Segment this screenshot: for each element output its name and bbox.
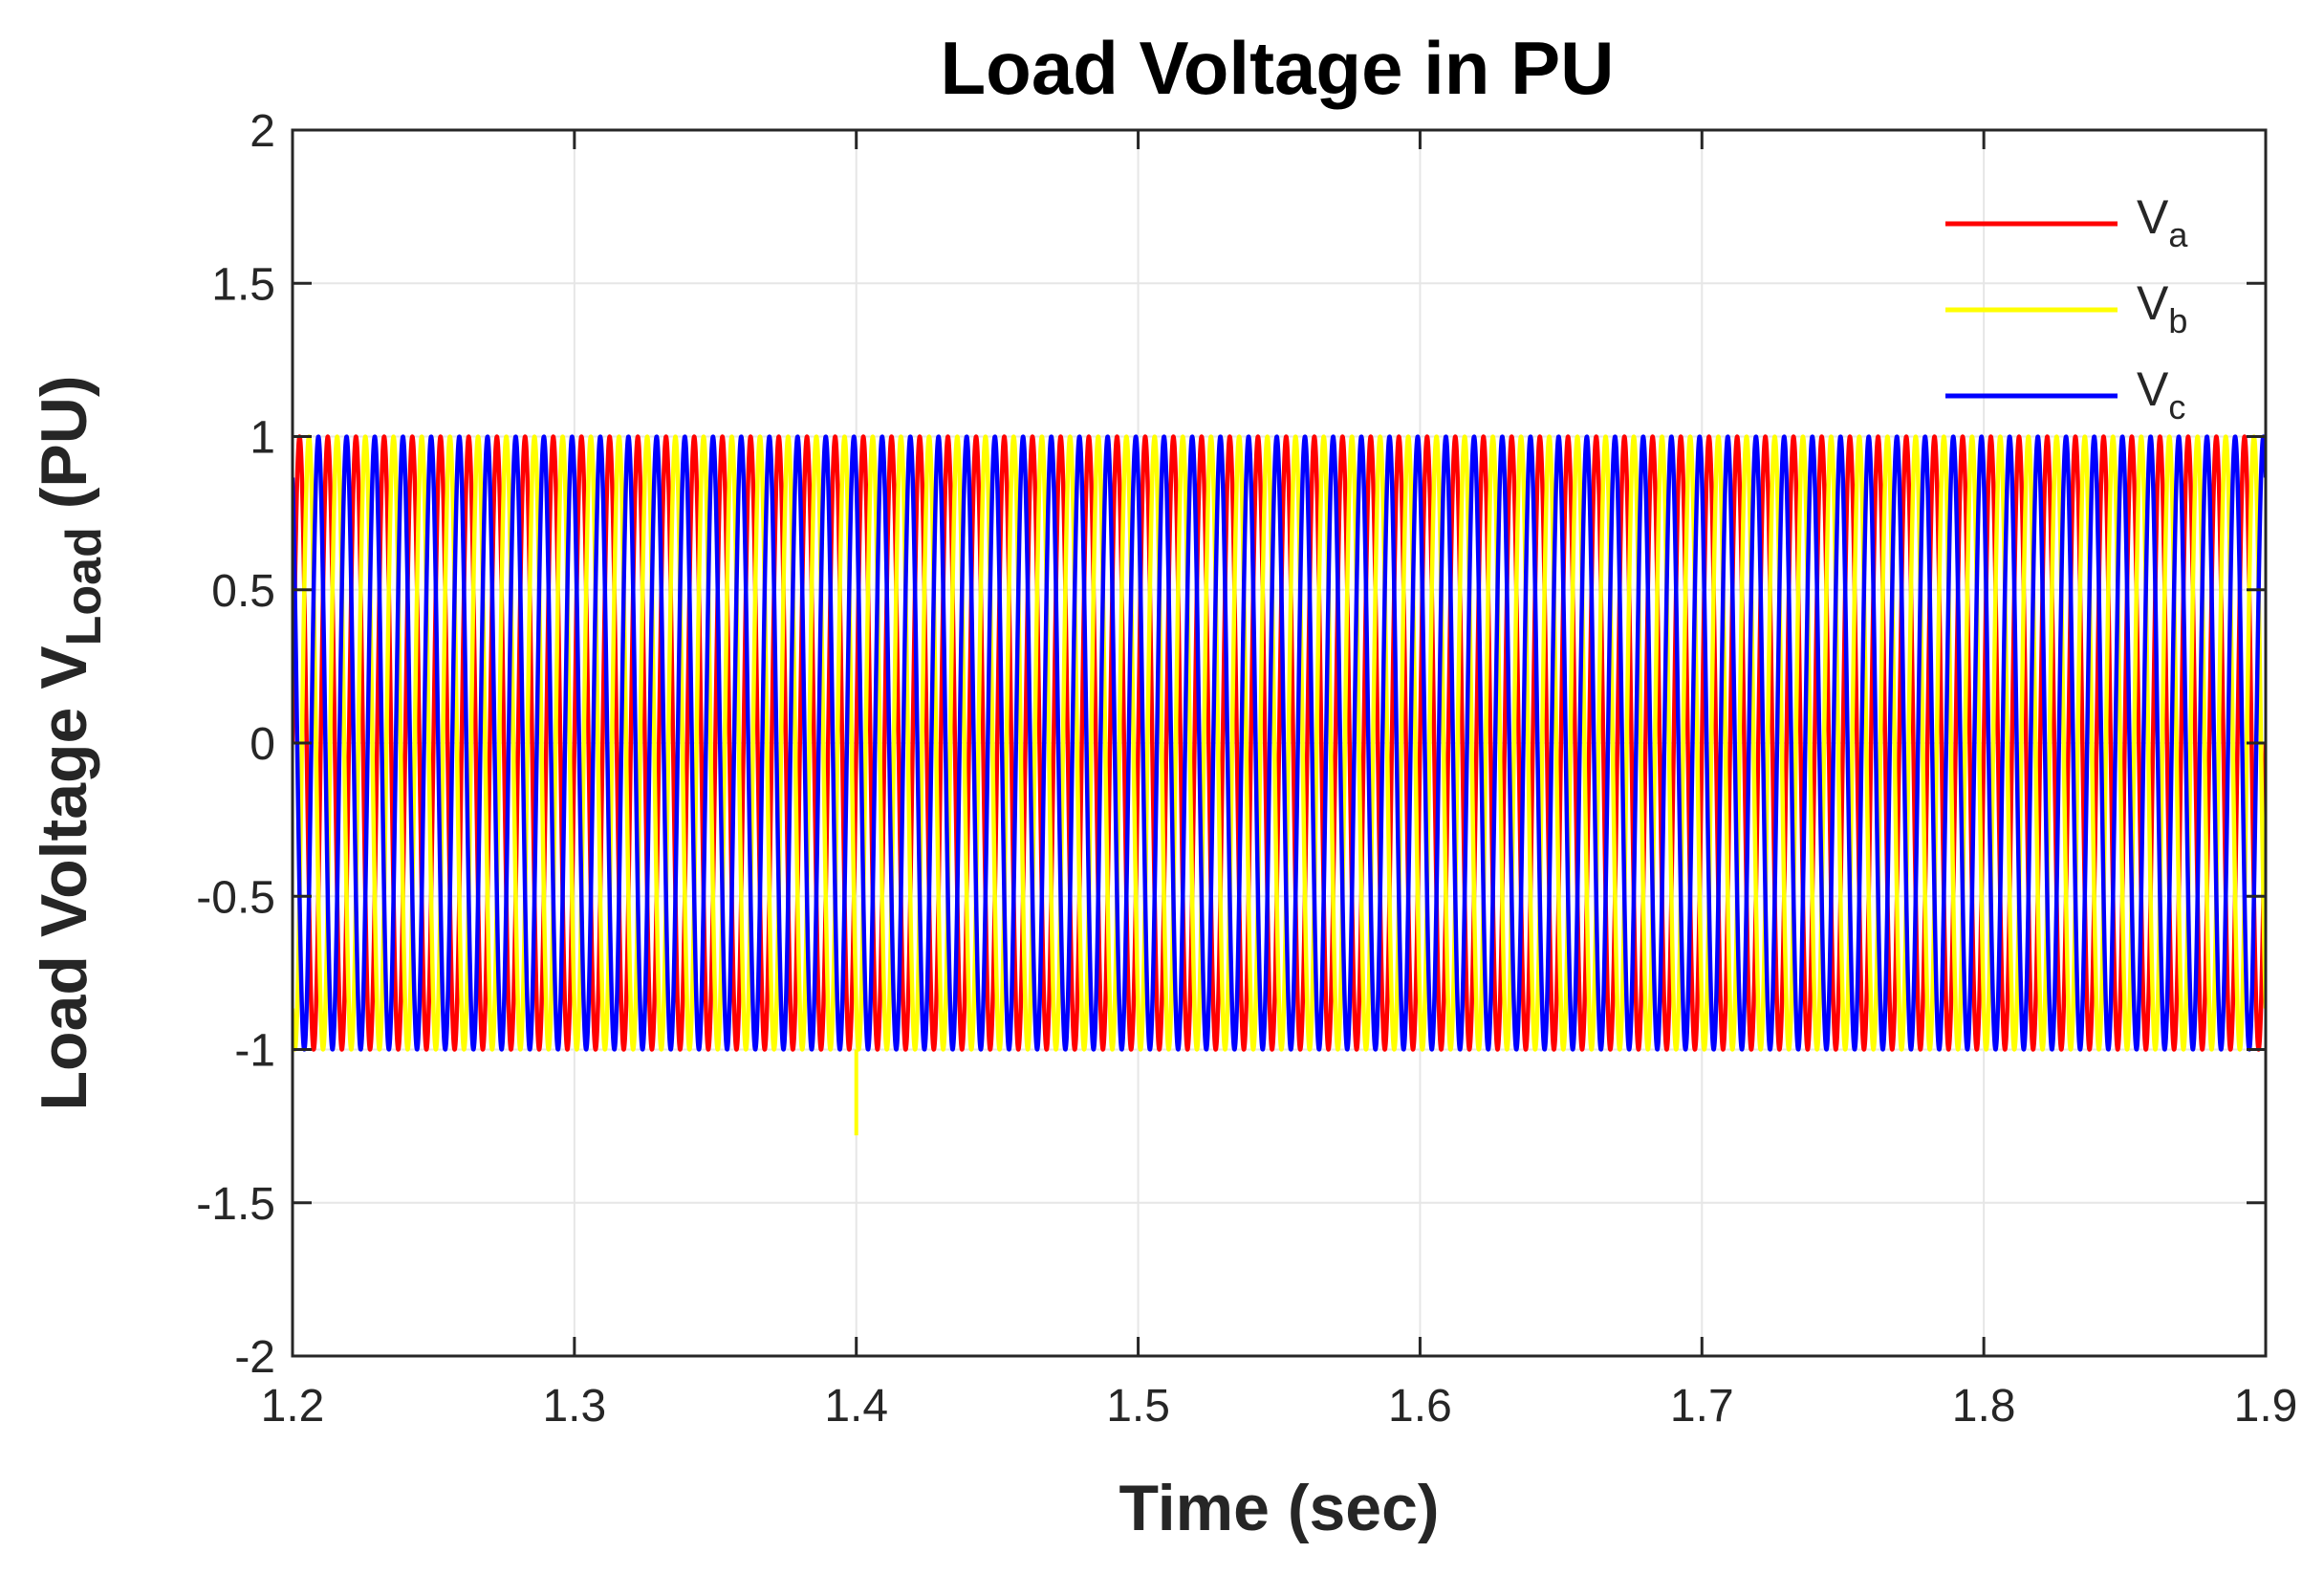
legend-label-subscript: c	[2168, 387, 2185, 427]
x-tick-label: 1.6	[1388, 1381, 1452, 1432]
y-axis-label-unit: (PU)	[28, 375, 100, 527]
series-line-va	[293, 434, 2266, 1052]
x-axis-label: Time (sec)	[1119, 1472, 1439, 1544]
y-axis-label-main: Load Voltage V	[28, 645, 100, 1110]
tick-labels: 1.2 1.3 1.4 1.5 1.6 1.7 1.8 1.9 2 1.5 1 0.5 0 -0.5 -1 -…	[196, 106, 2297, 1432]
x-tick-label: 1.2	[261, 1381, 325, 1432]
y-tick-label: 0.5	[211, 566, 275, 617]
x-tick-label: 1.9	[2234, 1381, 2298, 1432]
x-tick-label: 1.5	[1106, 1381, 1170, 1432]
x-tick-label: 1.8	[1952, 1381, 2016, 1432]
x-tick-label: 1.4	[824, 1381, 888, 1432]
y-tick-label: -1.5	[196, 1179, 275, 1230]
y-tick-label: -1	[234, 1026, 275, 1077]
series-group	[293, 434, 2266, 1136]
y-axis-label-subscript: Load	[56, 527, 112, 645]
series-line-vc	[293, 434, 2266, 1052]
series-line-vb	[293, 434, 2266, 1052]
y-tick-label: -2	[234, 1332, 275, 1383]
y-tick-label: 1	[250, 413, 275, 464]
y-axis-label: Load Voltage VLoad (PU)	[28, 375, 112, 1110]
legend-label-subscript: a	[2168, 215, 2188, 254]
y-tick-label: 0	[250, 719, 275, 770]
x-tick-label: 1.7	[1670, 1381, 1734, 1432]
y-tick-label: -0.5	[196, 872, 275, 923]
legend-label-subscript: b	[2168, 301, 2187, 340]
x-tick-label: 1.3	[542, 1381, 606, 1432]
y-tick-label: 2	[250, 106, 275, 157]
y-tick-label: 1.5	[211, 259, 275, 310]
chart-title: Load Voltage in PU	[941, 26, 1615, 110]
axis-ticks	[291, 128, 2268, 1358]
